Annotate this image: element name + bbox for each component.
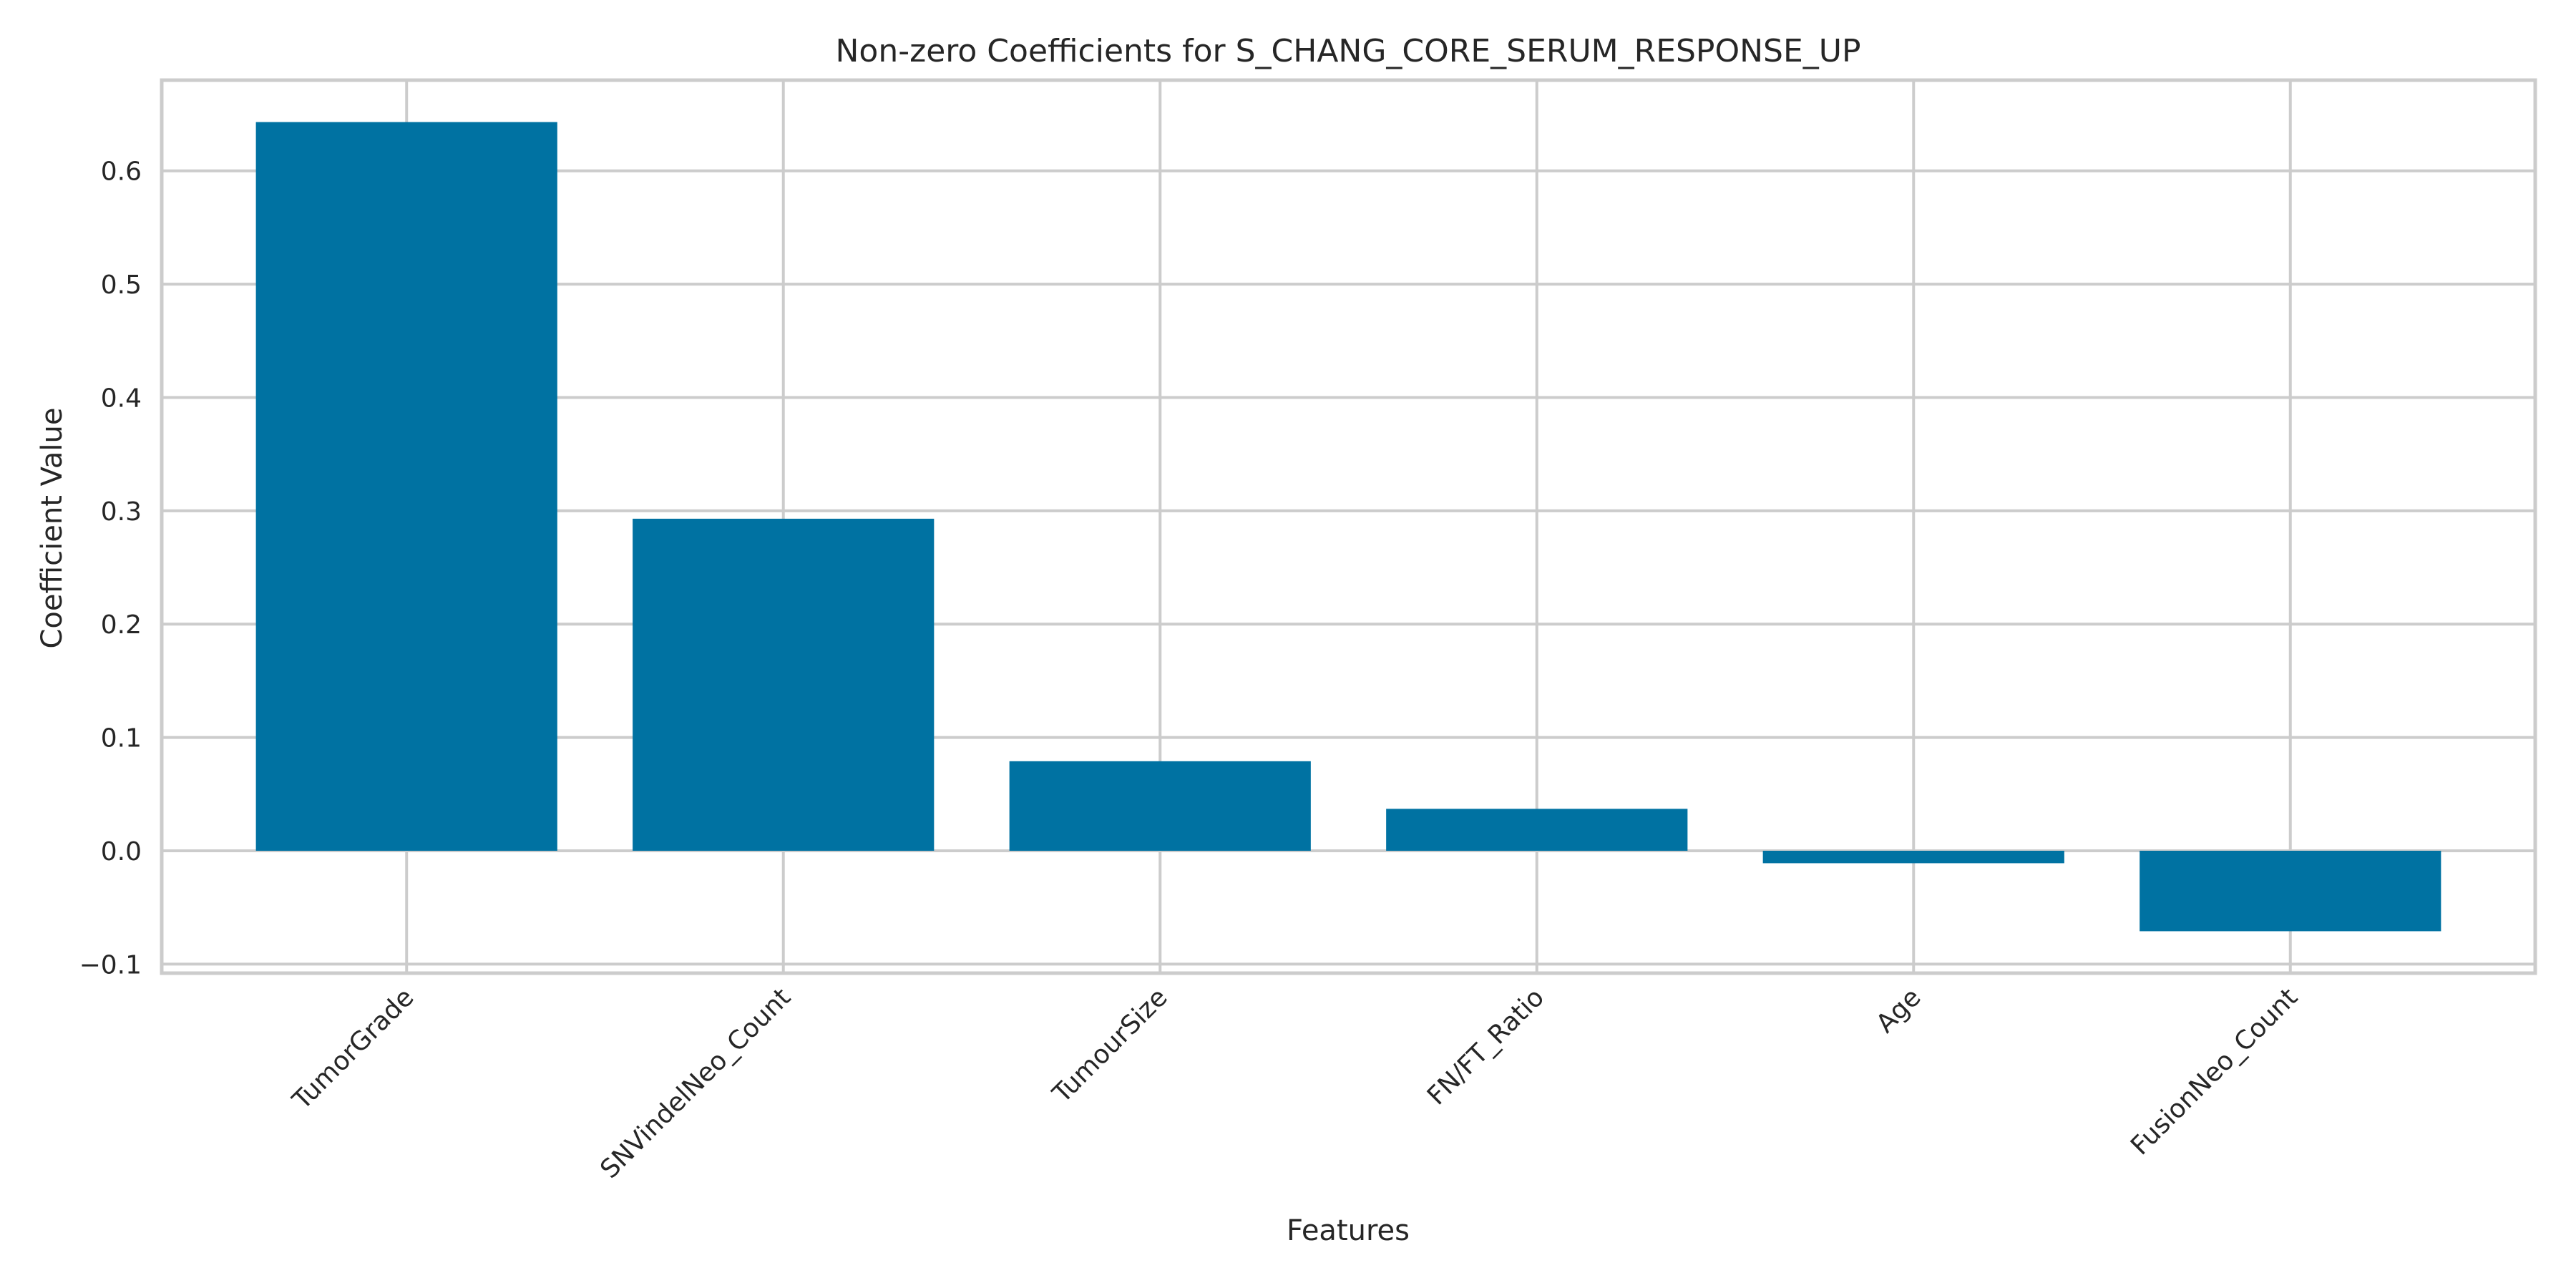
plot-frame xyxy=(160,78,2537,975)
bar xyxy=(1386,809,1688,851)
y-axis-ticks: −0.1 0.0 0.1 0.2 0.3 0.4 0.5 0.6 xyxy=(79,157,142,980)
bar xyxy=(255,122,557,851)
y-tick-label: 0.2 xyxy=(101,610,142,640)
bar xyxy=(1762,850,2064,864)
y-tick-label: 0.3 xyxy=(101,497,142,527)
y-tick-label: 0.0 xyxy=(101,837,142,867)
bars xyxy=(255,122,2441,932)
bar xyxy=(2140,850,2441,932)
y-tick-label: −0.1 xyxy=(79,950,142,980)
chart-title: Non-zero Coefficients for S_CHANG_CORE_S… xyxy=(836,33,1861,69)
x-axis-label: Features xyxy=(1287,1214,1410,1247)
bar xyxy=(633,518,935,851)
y-tick-label: 0.1 xyxy=(101,724,142,753)
y-tick-label: 0.6 xyxy=(101,157,142,187)
y-tick-label: 0.4 xyxy=(101,384,142,413)
y-axis-label: Coefficient Value xyxy=(36,408,69,649)
y-tick-label: 0.5 xyxy=(101,270,142,300)
bar xyxy=(1009,761,1311,851)
